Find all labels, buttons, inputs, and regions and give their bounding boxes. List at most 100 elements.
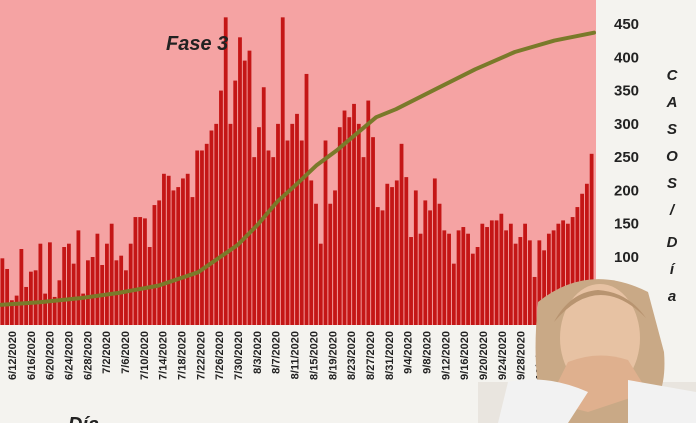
bar <box>57 280 62 325</box>
bar <box>480 223 485 325</box>
y-axis-ticks: 100 150 200 250 300 350 400 450 <box>614 16 639 266</box>
x-tick-label: 6/12/2020 <box>7 331 19 380</box>
x-tick-label: 7/22/2020 <box>195 331 207 380</box>
bar <box>371 137 375 325</box>
bar <box>209 130 214 325</box>
bar <box>24 286 29 325</box>
bar <box>542 250 546 325</box>
x-tick-label: 9/16/2020 <box>459 331 471 380</box>
x-tick-label: 7/18/2020 <box>177 331 189 380</box>
bar <box>95 233 100 325</box>
bar <box>356 123 361 325</box>
bar <box>33 270 38 325</box>
x-tick-label: 6/24/2020 <box>64 331 76 380</box>
trend-line <box>0 30 596 307</box>
bar <box>228 123 233 325</box>
bar <box>52 296 57 325</box>
bar <box>466 233 470 325</box>
bar <box>204 143 209 325</box>
y-tick-label: 150 <box>614 216 639 233</box>
x-tick-label: 8/15/2020 <box>308 331 320 380</box>
x-tick-label: 9/28/2020 <box>516 331 528 380</box>
bar <box>418 233 423 325</box>
bar <box>375 207 380 325</box>
bar <box>489 220 494 325</box>
bar <box>81 293 86 325</box>
y-axis-label-letter: a <box>668 288 676 305</box>
bar <box>261 87 266 326</box>
bar <box>342 110 347 325</box>
bar <box>323 140 328 325</box>
bar <box>86 260 90 325</box>
bar <box>447 233 451 325</box>
bar <box>328 203 333 325</box>
bar <box>423 200 428 325</box>
bar <box>589 153 594 325</box>
x-tick-label: 7/6/2020 <box>120 331 132 374</box>
presenter-video <box>478 279 696 423</box>
bar <box>437 203 442 325</box>
bar <box>494 220 499 325</box>
fase-annotation: Fase 3 <box>166 33 228 55</box>
bar <box>337 127 342 325</box>
bar <box>584 183 589 325</box>
bar <box>404 177 409 325</box>
bar <box>318 243 323 325</box>
bar <box>185 173 190 325</box>
x-tick-label: 9/8/2020 <box>422 331 434 374</box>
bar <box>133 217 138 325</box>
y-tick-label: 250 <box>614 149 639 166</box>
y-axis-label-letter: S <box>667 121 677 138</box>
y-axis-label-letter: S <box>667 175 677 192</box>
y-tick-label: 450 <box>614 16 639 33</box>
bar <box>570 217 575 325</box>
x-tick-label: 8/11/2020 <box>290 331 302 379</box>
bar <box>138 217 143 325</box>
bar <box>485 227 489 325</box>
bar <box>390 187 394 325</box>
bar <box>162 173 166 325</box>
bar <box>295 113 299 326</box>
x-tick-label: 9/20/2020 <box>478 331 490 380</box>
bar <box>499 213 504 325</box>
y-axis-label-letter: A <box>666 94 678 111</box>
x-tick-label: 6/16/2020 <box>26 331 38 380</box>
bar <box>9 300 14 325</box>
bar <box>242 60 247 326</box>
bar <box>252 157 257 325</box>
bar <box>504 230 508 325</box>
x-tick-label: 8/3/2020 <box>252 331 264 374</box>
bar <box>518 237 523 325</box>
y-axis-label-letter: C <box>667 67 679 84</box>
bar <box>290 123 295 325</box>
x-tick-label: 8/19/2020 <box>327 331 339 380</box>
bar <box>271 157 276 325</box>
bar <box>333 190 337 325</box>
bar <box>48 242 52 325</box>
bar <box>266 150 271 325</box>
bar <box>76 230 81 325</box>
bar <box>124 270 128 325</box>
bar <box>67 243 71 325</box>
x-tick-label: 8/7/2020 <box>271 331 283 374</box>
y-axis-label-letter: O <box>666 148 678 165</box>
bar <box>561 220 566 325</box>
x-tick-label: 9/24/2020 <box>497 331 509 380</box>
bar <box>71 263 76 325</box>
bar <box>43 293 48 325</box>
bar <box>285 140 290 325</box>
bar <box>19 249 24 325</box>
bar <box>190 197 195 325</box>
bar <box>565 223 570 325</box>
bar <box>575 207 580 325</box>
x-tick-label: 6/28/2020 <box>82 331 94 380</box>
bar <box>551 230 556 325</box>
x-tick-label: 7/26/2020 <box>214 331 226 380</box>
bar <box>247 50 252 325</box>
y-tick-label: 200 <box>614 182 639 199</box>
bar <box>38 243 43 325</box>
bar <box>456 230 461 325</box>
bar <box>233 80 238 325</box>
bar <box>537 240 542 325</box>
